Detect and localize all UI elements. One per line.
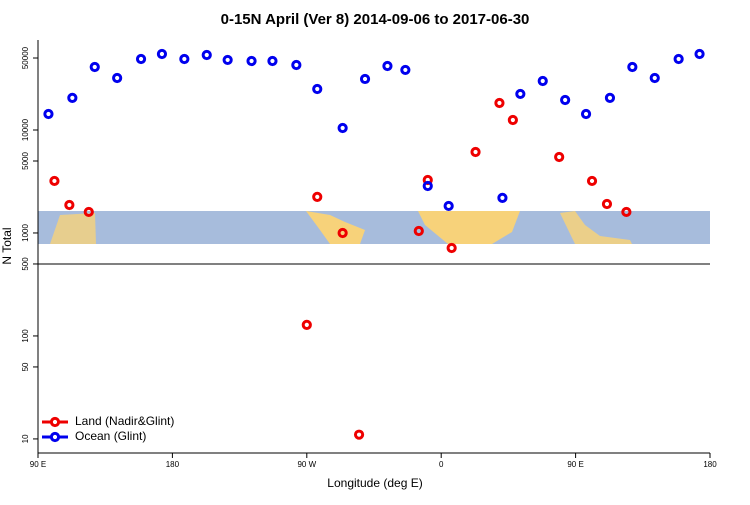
point <box>586 175 598 187</box>
point <box>135 53 147 65</box>
point <box>515 88 526 100</box>
point <box>649 72 660 84</box>
point <box>497 192 508 204</box>
point <box>64 199 75 211</box>
x-axis-label: Longitude (deg E) <box>327 476 422 490</box>
x-tick-label: 90 W <box>297 460 316 469</box>
y-tick-label: 1000 <box>21 224 30 242</box>
x-tick-label: 0 <box>439 460 444 469</box>
point <box>382 60 393 72</box>
point <box>222 54 233 66</box>
point <box>49 175 60 187</box>
point <box>201 49 212 61</box>
point <box>112 72 123 84</box>
y-tick-label: 5000 <box>21 152 30 170</box>
y-tick-label: 50 <box>21 362 30 371</box>
point <box>537 75 548 87</box>
point <box>179 53 190 65</box>
x-tick-label: 90 E <box>567 460 583 469</box>
point <box>359 73 371 85</box>
point <box>470 146 481 158</box>
x-tick-label: 180 <box>166 460 180 469</box>
point <box>267 55 278 67</box>
point <box>83 206 94 218</box>
y-axis-label: N Total <box>0 227 14 264</box>
y-tick-label: 10 <box>21 434 30 443</box>
point <box>601 198 613 210</box>
point <box>89 61 100 73</box>
point <box>291 59 302 71</box>
point <box>621 206 632 218</box>
point <box>156 48 168 60</box>
chart-title: 0-15N April (Ver 8) 2014-09-06 to 2017-0… <box>221 11 530 28</box>
point <box>312 83 323 95</box>
legend-marker <box>49 416 61 428</box>
point <box>337 122 348 134</box>
point <box>694 48 705 60</box>
point <box>400 64 411 76</box>
point <box>353 429 365 440</box>
point <box>446 242 457 254</box>
legend-label: Ocean (Glint) <box>75 429 146 443</box>
point <box>560 94 571 106</box>
point <box>337 227 348 239</box>
point <box>554 151 565 163</box>
point <box>246 55 257 67</box>
legend-label: Land (Nadir&Glint) <box>75 414 174 428</box>
point <box>422 180 433 192</box>
point <box>43 108 54 120</box>
point <box>494 97 505 109</box>
x-tick-label: 90 E <box>30 460 46 469</box>
y-tick-label: 50000 <box>21 46 30 69</box>
point <box>443 200 454 212</box>
x-tick-label: 180 <box>703 460 717 469</box>
y-tick-label: 10000 <box>21 118 30 141</box>
y-tick-label: 100 <box>21 329 30 343</box>
point <box>580 108 592 120</box>
point <box>413 225 424 237</box>
point <box>67 92 78 103</box>
point <box>301 319 312 331</box>
y-tick-label: 500 <box>21 257 30 271</box>
point <box>673 53 684 65</box>
point <box>627 61 638 73</box>
point <box>312 191 323 203</box>
point <box>507 114 518 126</box>
map-band <box>38 211 710 244</box>
legend-marker <box>49 431 61 443</box>
point <box>604 92 616 103</box>
